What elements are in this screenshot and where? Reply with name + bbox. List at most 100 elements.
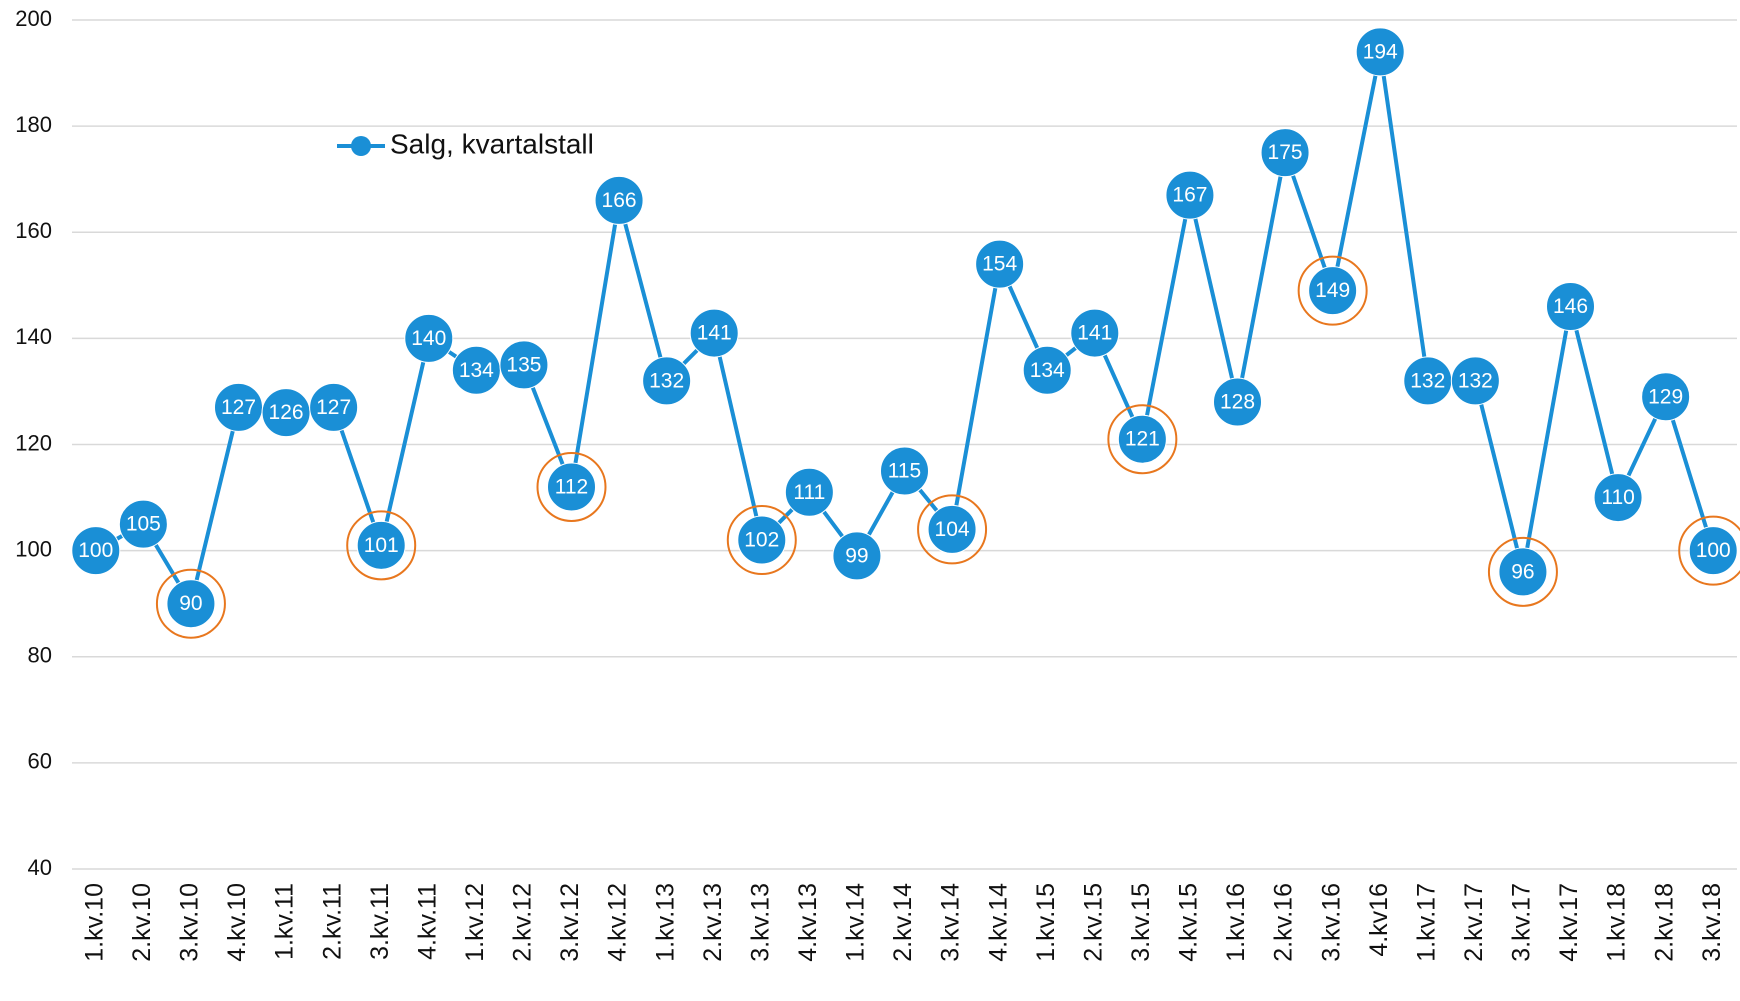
x-tick-label: 2.kv.10 (128, 883, 156, 962)
data-label: 154 (982, 253, 1017, 276)
marker (642, 356, 692, 406)
marker (975, 239, 1025, 289)
data-label: 104 (935, 518, 970, 541)
y-tick-label: 200 (15, 6, 52, 31)
marker (404, 313, 454, 363)
x-tick-label: 4.kv.17 (1555, 883, 1583, 962)
data-label: 175 (1268, 141, 1303, 164)
marker (1165, 170, 1215, 220)
data-label: 115 (888, 460, 921, 483)
marker (1546, 282, 1595, 332)
marker (1688, 526, 1738, 576)
highlight-ring (726, 505, 797, 576)
y-tick-label: 60 (28, 749, 52, 774)
data-label: 112 (555, 475, 588, 498)
x-tick-label: 4.kv.15 (1175, 883, 1203, 962)
data-label: 127 (316, 396, 351, 419)
data-label: 141 (1077, 322, 1112, 345)
y-tick-label: 140 (15, 324, 52, 349)
data-label: 166 (602, 189, 637, 212)
marker (499, 340, 549, 390)
x-tick-label: 3.kv.13 (746, 883, 774, 962)
x-tick-label: 2.kv.14 (889, 883, 917, 962)
x-tick-label: 4.kv.10 (223, 883, 251, 962)
highlight-ring (536, 451, 607, 522)
data-label: 100 (78, 539, 113, 562)
data-label: 96 (1511, 560, 1534, 583)
data-label: 110 (1601, 486, 1634, 509)
x-tick-label: 3.kv.12 (556, 883, 584, 962)
marker (832, 531, 882, 581)
marker (1213, 377, 1262, 427)
marker (594, 175, 644, 225)
legend-label: Salg, kvartalstall (390, 128, 594, 159)
x-tick-label: 3.kv.18 (1698, 883, 1726, 962)
y-tick-label: 120 (15, 430, 52, 455)
x-tick-label: 3.kv.11 (366, 883, 394, 960)
data-label: 134 (459, 359, 494, 382)
x-tick-label: 1.kv.18 (1603, 883, 1631, 962)
data-label: 194 (1363, 40, 1398, 63)
data-label: 128 (1220, 391, 1255, 414)
x-tick-label: 1.kv.13 (651, 883, 679, 962)
marker (71, 526, 121, 576)
x-tick-label: 2.kv.12 (509, 883, 537, 962)
data-label: 90 (179, 592, 202, 615)
x-tick-label: 2.kv.15 (1079, 883, 1107, 962)
x-tick-label: 1.kv.17 (1412, 883, 1440, 962)
data-label: 111 (793, 481, 825, 504)
y-tick-label: 80 (28, 643, 52, 668)
x-tick-label: 1.kv.16 (1222, 883, 1250, 962)
marker (1450, 356, 1500, 406)
data-label: 140 (411, 327, 446, 350)
legend-marker (351, 136, 371, 156)
marker (1117, 414, 1167, 464)
highlight-ring (1107, 404, 1178, 475)
data-label: 101 (364, 534, 399, 557)
data-label: 127 (221, 396, 256, 419)
x-tick-label: 4.kv.13 (794, 883, 822, 962)
series-line (94, 51, 1716, 609)
marker (1498, 547, 1548, 597)
x-tick-label: 1.kv.11 (271, 883, 299, 960)
marker (1022, 345, 1072, 395)
data-label: 121 (1125, 428, 1160, 451)
highlight-ring (917, 494, 988, 565)
marker (689, 308, 739, 358)
marker (1641, 372, 1691, 422)
data-label: 135 (506, 353, 541, 376)
marker (927, 504, 977, 554)
marker (784, 467, 834, 517)
data-label: 100 (1696, 539, 1731, 562)
x-tick-label: 4.kv.12 (604, 883, 632, 962)
x-tick-label: 1.kv.15 (1032, 883, 1060, 962)
y-tick-label: 40 (28, 855, 52, 880)
x-tick-label: 2.kv.16 (1270, 883, 1298, 962)
data-label: 105 (126, 513, 161, 536)
x-tick-label: 3.kv.16 (1317, 883, 1345, 962)
highlight-ring (1678, 515, 1740, 586)
x-tick-label: 3.kv.10 (176, 883, 204, 962)
x-tick-label: 3.kv.15 (1127, 883, 1155, 962)
x-tick-label: 1.kv.14 (842, 883, 870, 962)
data-label: 141 (697, 322, 732, 345)
marker (309, 382, 359, 432)
x-tick-label: 3.kv.14 (937, 883, 965, 962)
data-label: 132 (1410, 369, 1445, 392)
data-label: 126 (269, 401, 304, 424)
x-tick-label: 4.kv16 (1365, 883, 1393, 957)
x-tick-label: 3.kv.17 (1508, 883, 1536, 962)
x-tick-label: 4.kv.11 (413, 883, 441, 960)
highlight-ring (1297, 255, 1368, 326)
y-tick-label: 180 (15, 112, 52, 137)
marker (547, 462, 596, 512)
y-tick-label: 100 (15, 536, 52, 561)
marker (1355, 27, 1405, 77)
x-tick-label: 2.kv.13 (699, 883, 727, 962)
highlight-ring (1487, 536, 1558, 607)
data-label: 129 (1648, 385, 1683, 408)
data-label: 102 (744, 529, 779, 552)
data-label: 99 (845, 544, 868, 567)
x-tick-label: 2.kv.11 (318, 883, 346, 960)
